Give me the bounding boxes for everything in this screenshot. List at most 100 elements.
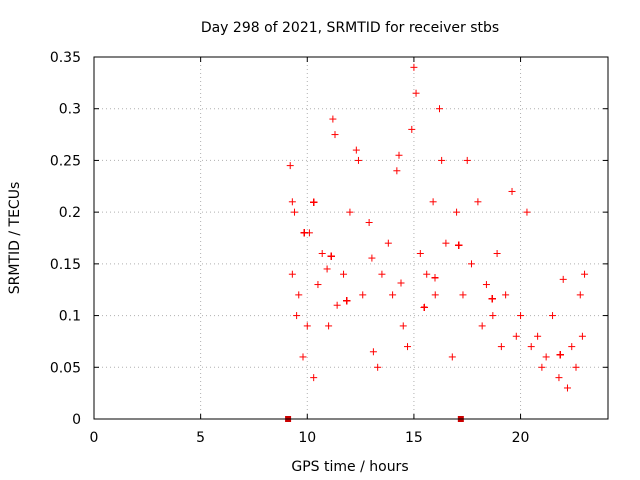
data-point (325, 322, 333, 330)
data-point (300, 229, 308, 237)
data-point (299, 353, 307, 361)
data-point (563, 384, 571, 392)
data-point (493, 250, 501, 258)
data-point (359, 291, 367, 299)
data-point (293, 312, 301, 320)
x-tick-label: 10 (298, 430, 316, 446)
data-point (474, 198, 482, 206)
data-point (288, 270, 296, 278)
data-point (459, 291, 467, 299)
y-tick-label: 0.05 (50, 360, 81, 376)
data-points (286, 63, 589, 392)
data-point (468, 260, 476, 268)
y-tick-label: 0 (72, 412, 81, 428)
data-point (340, 270, 348, 278)
data-point (512, 332, 520, 340)
x-tick-label: 20 (512, 430, 530, 446)
data-point (374, 363, 382, 371)
data-point (288, 198, 296, 206)
data-point (318, 250, 326, 258)
x-tick-label: 0 (90, 430, 99, 446)
data-point (310, 374, 318, 382)
data-point (423, 270, 431, 278)
data-point (453, 208, 461, 216)
data-point (455, 241, 463, 249)
data-point (431, 274, 439, 282)
data-point (581, 270, 589, 278)
data-point (354, 156, 362, 164)
x-tick-label: 5 (196, 430, 205, 446)
data-point (556, 351, 564, 359)
y-tick-label: 0.2 (59, 205, 81, 221)
y-axis-label: SRMTID / TECUs (7, 182, 23, 295)
data-point (286, 162, 294, 170)
data-point (429, 198, 437, 206)
data-point (399, 322, 407, 330)
data-point (397, 279, 405, 287)
data-point (410, 63, 418, 71)
data-point (331, 131, 339, 139)
data-point (333, 301, 341, 309)
data-point (555, 374, 563, 382)
data-point (538, 363, 546, 371)
y-tick-label: 0.3 (59, 102, 81, 118)
x-tick-label: 15 (405, 430, 423, 446)
data-point (534, 332, 542, 340)
data-point (369, 348, 377, 356)
data-point (395, 151, 403, 159)
data-point (329, 115, 337, 123)
data-point (295, 291, 303, 299)
data-point (352, 146, 360, 154)
data-point (576, 291, 584, 299)
data-point (568, 343, 576, 351)
data-point (448, 353, 456, 361)
data-point (431, 291, 439, 299)
y-tick-label: 0.1 (59, 309, 81, 325)
data-point (323, 265, 331, 273)
data-point (578, 332, 586, 340)
data-point (517, 312, 525, 320)
data-point (478, 322, 486, 330)
data-point (420, 303, 428, 311)
y-tick-label: 0.35 (50, 50, 81, 66)
data-point (290, 208, 298, 216)
data-point (438, 156, 446, 164)
data-point (346, 208, 354, 216)
data-point (368, 254, 376, 262)
x-axis-label: GPS time / hours (291, 459, 408, 475)
data-point (442, 239, 450, 247)
data-point (303, 322, 311, 330)
data-point (389, 291, 397, 299)
axis-ticks: 0 5 10 15 20 0 0.05 0.1 0.15 0.2 0.25 0.3 0.35 (50, 50, 608, 446)
data-point (549, 312, 557, 320)
data-point (559, 275, 567, 283)
data-point (489, 312, 497, 320)
data-point (416, 250, 424, 258)
data-point (393, 167, 401, 175)
plot-frame (93, 56, 609, 420)
data-point (488, 295, 496, 303)
chart-title: Day 298 of 2021, SRMTID for receiver stb… (201, 20, 499, 36)
data-point (404, 343, 412, 351)
data-point (523, 208, 531, 216)
data-point (310, 198, 318, 206)
data-point (463, 156, 471, 164)
data-point (408, 125, 416, 133)
data-point (343, 297, 351, 305)
data-point (542, 353, 550, 361)
data-point (527, 343, 535, 351)
data-point (314, 281, 322, 289)
grid-lines (94, 57, 608, 419)
data-point (508, 187, 516, 195)
data-point (497, 343, 505, 351)
data-point (327, 252, 335, 260)
y-tick-label: 0.15 (50, 257, 81, 273)
data-point (378, 270, 386, 278)
data-point (502, 291, 510, 299)
data-point (572, 363, 580, 371)
y-tick-label: 0.25 (50, 153, 81, 169)
data-point (412, 89, 420, 97)
data-point (482, 281, 490, 289)
data-point (384, 239, 392, 247)
